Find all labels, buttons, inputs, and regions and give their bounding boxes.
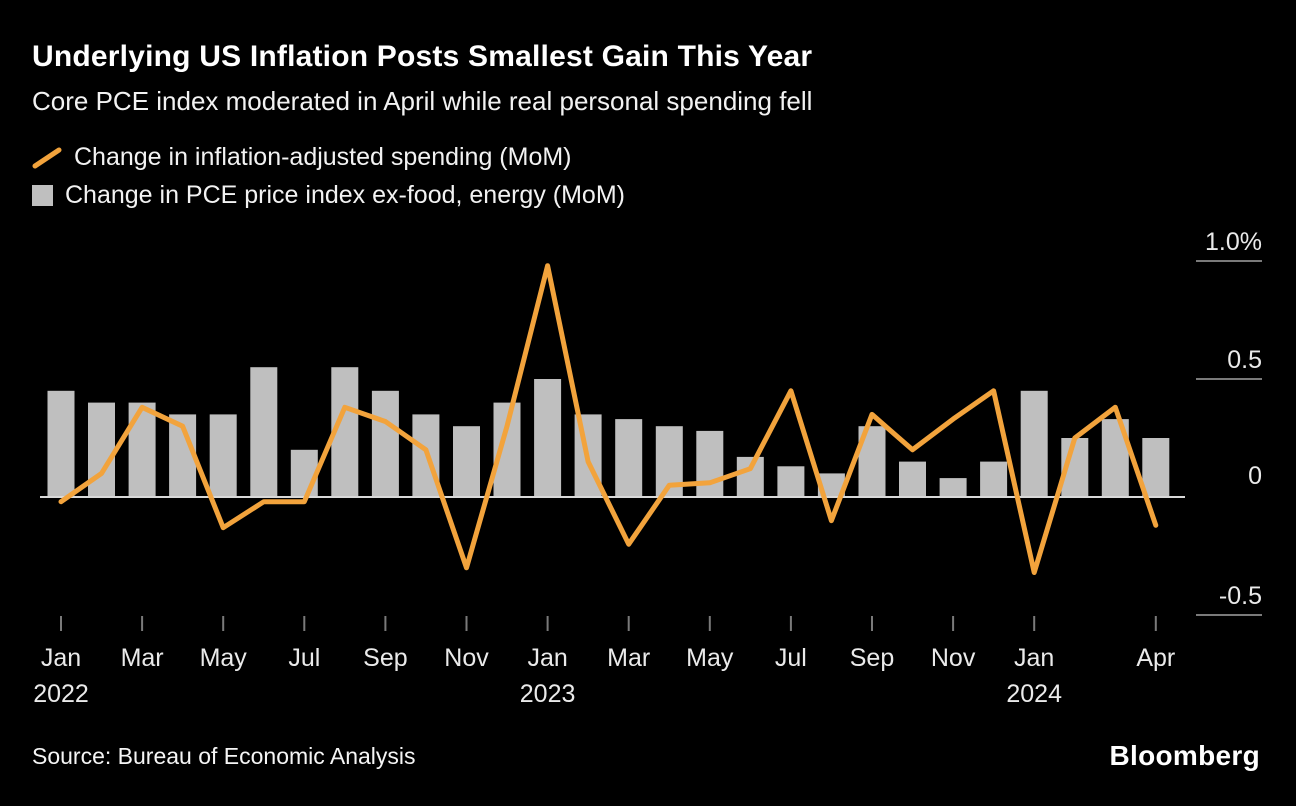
bar-jan-2024 xyxy=(1020,390,1048,497)
bar-oct-2023 xyxy=(899,461,926,497)
svg-text:2024: 2024 xyxy=(1006,680,1062,708)
svg-text:0: 0 xyxy=(1248,462,1262,490)
svg-text:Sep: Sep xyxy=(363,644,407,672)
svg-text:-0.5: -0.5 xyxy=(1219,582,1262,610)
chart-subtitle: Core PCE index moderated in April while … xyxy=(32,86,813,116)
svg-text:Jan: Jan xyxy=(1014,644,1054,672)
bar-jan-2023 xyxy=(534,379,562,497)
bar-jul-2022 xyxy=(290,449,318,497)
bar-jun-2022 xyxy=(250,367,278,497)
svg-text:Nov: Nov xyxy=(444,644,489,672)
bar-mar-2022 xyxy=(128,402,156,497)
svg-text:Mar: Mar xyxy=(607,644,650,672)
legend-item-spending: Change in inflation-adjusted spending (M… xyxy=(32,141,1264,174)
bar-may-2023 xyxy=(696,430,724,497)
chart-title: Underlying US Inflation Posts Smallest G… xyxy=(32,40,813,73)
bar-jan-2022 xyxy=(47,390,75,497)
svg-text:0.5: 0.5 xyxy=(1227,346,1262,374)
bar-apr-2024 xyxy=(1142,438,1170,497)
source-note: Source: Bureau of Economic Analysis xyxy=(32,742,416,769)
chart-footer: Source: Bureau of Economic Analysis Bloo… xyxy=(32,740,1260,772)
legend-label-spending: Change in inflation-adjusted spending (M… xyxy=(74,143,572,171)
bloomberg-logo: Bloomberg xyxy=(1109,740,1260,771)
bar-nov-2023 xyxy=(939,478,967,497)
svg-text:Jul: Jul xyxy=(775,644,807,672)
svg-text:2023: 2023 xyxy=(520,680,576,708)
bar-nov-2022 xyxy=(453,426,480,497)
bar-sep-2022 xyxy=(371,390,399,497)
svg-text:Jan: Jan xyxy=(527,644,567,672)
svg-text:Apr: Apr xyxy=(1136,644,1175,672)
legend-line-stroke xyxy=(32,147,62,168)
bar-jun-2023 xyxy=(736,456,764,497)
svg-text:Mar: Mar xyxy=(121,644,164,672)
bar-mar-2023 xyxy=(615,419,643,497)
square-swatch-icon xyxy=(32,185,53,206)
legend: Change in inflation-adjusted spending (M… xyxy=(32,141,1264,212)
svg-text:Jan: Jan xyxy=(41,644,81,672)
legend-label-core-pce: Change in PCE price index ex-food, energ… xyxy=(65,181,625,209)
chart-header: Underlying US Inflation Posts Smallest G… xyxy=(32,40,1264,212)
chart-svg: 1.0% 0.5 0 -0.5 Jan 2022 Mar May Jul Sep Nov Jan 202… xyxy=(33,228,1262,708)
svg-text:May: May xyxy=(200,644,248,672)
spending-line xyxy=(58,263,1159,575)
bar-dec-2023 xyxy=(980,461,1008,497)
svg-text:May: May xyxy=(686,644,734,672)
svg-text:Nov: Nov xyxy=(931,644,976,672)
line-swatch-icon xyxy=(32,147,62,168)
bar-jul-2023 xyxy=(777,466,805,497)
svg-text:1.0%: 1.0% xyxy=(1205,228,1262,256)
legend-item-core-pce: Change in PCE price index ex-food, energ… xyxy=(32,179,1264,212)
svg-text:Sep: Sep xyxy=(850,644,894,672)
bar-may-2022 xyxy=(209,414,237,497)
svg-text:Jul: Jul xyxy=(288,644,320,672)
svg-text:2022: 2022 xyxy=(33,680,89,708)
